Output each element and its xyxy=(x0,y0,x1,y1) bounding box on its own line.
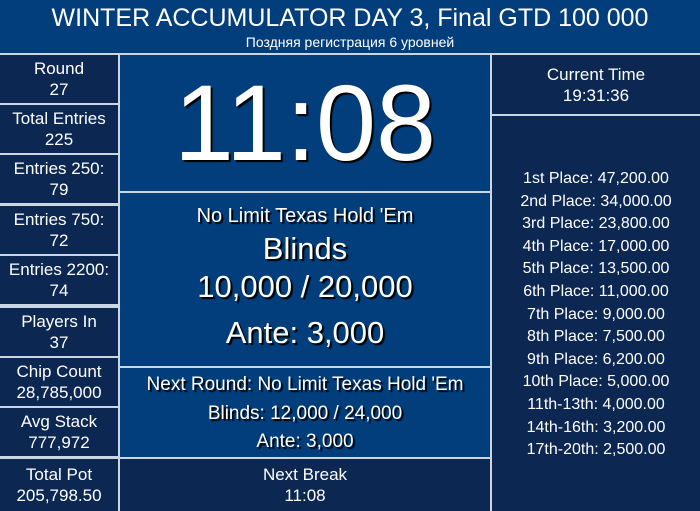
stat-cell: Entries 250: 79 xyxy=(0,155,118,203)
payout-row: 14th-16th: 3,200.00 xyxy=(526,418,666,436)
stat-label: Players In xyxy=(21,312,97,331)
payout-row: 11th-13th: 4,000.00 xyxy=(527,395,665,413)
stat-label: Entries 250: xyxy=(13,159,105,178)
current-game: No Limit Texas Hold 'Em xyxy=(196,204,414,227)
current-time-value: 19:31:36 xyxy=(562,85,630,105)
payout-row: 17th-20th: 2,500.00 xyxy=(526,441,666,459)
stat-label: Total Entries xyxy=(12,109,106,128)
stat-label: Entries 2200: xyxy=(8,260,110,279)
next-blinds: Blinds: 12,000 / 24,000 xyxy=(207,402,403,424)
current-time-panel: Current Time 19:31:36 xyxy=(492,55,700,114)
stat-cell: Total Entries 225 xyxy=(0,105,118,153)
header: WINTER ACCUMULATOR DAY 3, Final GTD 100 … xyxy=(0,0,700,53)
next-level-panel: Next Round: No Limit Texas Hold 'Em Blin… xyxy=(120,368,490,457)
next-break-panel: Next Break 11:08 xyxy=(120,459,490,511)
stat-cell: Round 27 xyxy=(0,55,118,103)
next-break-value: 11:08 xyxy=(284,486,326,505)
stat-value: 27 xyxy=(49,80,69,99)
payout-row: 5th Place: 13,500.00 xyxy=(522,260,670,278)
stat-value: 79 xyxy=(49,180,69,199)
payout-row: 6th Place: 11,000.00 xyxy=(523,282,669,300)
current-ante: Ante: 3,000 xyxy=(225,314,385,350)
stat-value: 777,972 xyxy=(28,433,90,452)
current-time-label: Current Time xyxy=(546,64,646,84)
stat-cell: Players In 37 xyxy=(0,308,118,356)
next-ante: Ante: 3,000 xyxy=(256,430,354,452)
stat-value: 28,785,000 xyxy=(16,383,102,402)
stat-cell: Total Pot 205,798.50 xyxy=(0,459,118,511)
level-timer: 11:08 xyxy=(173,62,437,183)
stat-cell: Entries 750: 72 xyxy=(0,206,118,254)
stat-value: 225 xyxy=(44,130,74,149)
stat-label: Entries 750: xyxy=(13,210,105,229)
blinds-label: Blinds xyxy=(262,230,348,266)
stat-value: 72 xyxy=(49,231,69,250)
tournament-subtitle: Поздняя регистрация 6 уровней xyxy=(245,33,455,50)
payout-row: 9th Place: 6,200.00 xyxy=(527,350,665,368)
tournament-title: WINTER ACCUMULATOR DAY 3, Final GTD 100 … xyxy=(51,3,649,32)
current-blinds: 10,000 / 20,000 xyxy=(197,268,413,304)
payout-row: 3rd Place: 23,800.00 xyxy=(522,215,670,233)
payout-row: 1st Place: 47,200.00 xyxy=(523,170,669,187)
payout-row: 10th Place: 5,000.00 xyxy=(522,373,670,391)
stat-value: 205,798.50 xyxy=(16,486,102,505)
stat-label: Total Pot xyxy=(25,465,93,484)
payouts-panel: 1st Place: 47,200.00 2nd Place: 34,000.00… xyxy=(492,116,700,511)
current-level-panel: No Limit Texas Hold 'Em Blinds 10,000 / … xyxy=(120,193,490,366)
stat-cell: Entries 2200: 74 xyxy=(0,256,118,304)
stat-label: Round xyxy=(33,59,85,78)
stat-label: Avg Stack xyxy=(20,412,98,431)
stat-cell: Avg Stack 777,972 xyxy=(0,408,118,456)
next-break-label: Next Break xyxy=(262,465,348,484)
payout-row: 2nd Place: 34,000.00 xyxy=(520,192,672,210)
stat-cell: Chip Count 28,785,000 xyxy=(0,358,118,406)
payout-row: 4th Place: 17,000.00 xyxy=(522,237,670,255)
stat-value: 74 xyxy=(49,281,69,300)
payout-row: 8th Place: 7,500.00 xyxy=(527,328,665,346)
payout-row: 7th Place: 9,000.00 xyxy=(527,305,665,323)
level-timer-panel: 11:08 xyxy=(120,55,490,191)
next-round: Next Round: No Limit Texas Hold 'Em xyxy=(146,373,464,395)
stat-value: 37 xyxy=(49,333,69,352)
stat-label: Chip Count xyxy=(16,362,102,381)
